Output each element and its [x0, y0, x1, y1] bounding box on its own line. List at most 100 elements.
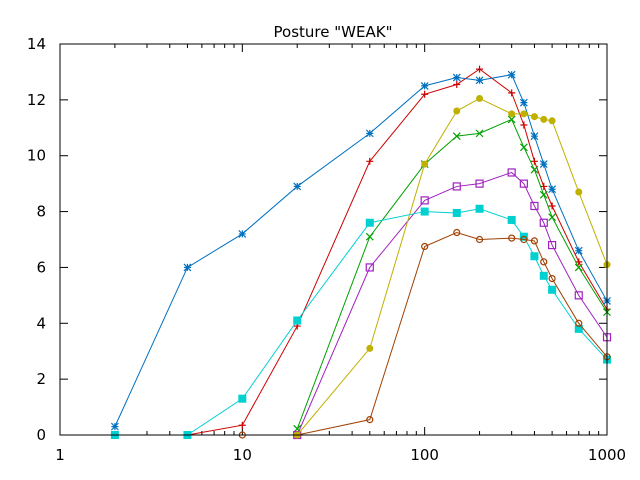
data-point	[574, 324, 583, 333]
y-tick-label: 4	[36, 314, 46, 332]
data-point	[548, 213, 557, 222]
data-point	[475, 235, 484, 244]
y-tick-label: 8	[36, 203, 46, 221]
series-line	[187, 68, 608, 436]
data-point	[238, 421, 246, 429]
x-tick-label: 1000	[588, 446, 626, 464]
data-point	[548, 117, 556, 125]
data-point	[539, 190, 548, 199]
y-tick-label: 0	[36, 426, 46, 444]
x-tick-label: 1	[55, 446, 65, 464]
data-point	[530, 201, 539, 211]
data-point	[452, 208, 461, 217]
data-point	[548, 185, 557, 194]
data-point	[520, 121, 528, 129]
data-point	[421, 160, 429, 168]
series-line	[296, 97, 608, 436]
data-point	[507, 168, 516, 177]
data-point	[508, 234, 516, 242]
data-point	[452, 132, 461, 141]
data-point	[539, 271, 548, 280]
data-point	[476, 65, 484, 73]
data-point	[539, 160, 548, 169]
data-point	[519, 98, 528, 107]
data-point	[520, 110, 528, 118]
data-point	[540, 115, 548, 123]
plot-frame	[59, 43, 608, 436]
data-point	[293, 182, 302, 191]
data-point	[293, 316, 302, 325]
plot-area	[110, 65, 612, 440]
y-tick-label: 14	[27, 35, 46, 53]
data-point	[183, 263, 192, 272]
data-point	[365, 232, 374, 241]
data-point	[452, 73, 461, 82]
data-point	[475, 129, 484, 138]
series-line	[296, 118, 608, 430]
data-point	[530, 132, 539, 141]
data-point	[365, 218, 374, 227]
data-point	[366, 157, 374, 165]
data-point	[519, 179, 528, 188]
data-point	[575, 319, 583, 327]
data-point	[507, 215, 516, 224]
data-point	[421, 242, 429, 251]
data-point	[476, 94, 484, 102]
data-point	[452, 182, 461, 191]
chart-title: Posture "WEAK"	[274, 23, 393, 41]
data-point	[238, 394, 247, 403]
data-point	[530, 237, 539, 245]
y-tick-label: 12	[27, 91, 46, 109]
data-point	[507, 70, 516, 79]
data-point	[475, 179, 484, 188]
data-point	[453, 107, 461, 115]
data-point	[420, 196, 429, 205]
data-point	[366, 416, 374, 424]
data-point	[530, 157, 538, 165]
data-point	[548, 240, 557, 250]
data-point	[575, 188, 583, 196]
data-point	[540, 182, 548, 190]
data-point	[420, 207, 429, 216]
data-point	[365, 263, 374, 272]
data-point	[508, 89, 516, 97]
data-point	[366, 344, 374, 352]
data-point	[238, 229, 247, 238]
data-point	[475, 76, 484, 85]
data-point	[530, 113, 538, 121]
data-point	[520, 235, 528, 244]
series-series-6	[238, 228, 611, 439]
x-tick-label: 10	[233, 446, 252, 464]
data-point	[575, 258, 583, 266]
data-point	[548, 275, 556, 283]
series-line	[242, 231, 608, 436]
y-tick-label: 2	[36, 370, 46, 388]
data-point	[453, 228, 461, 237]
data-point	[540, 258, 548, 266]
data-point	[530, 252, 539, 261]
y-tick-label: 6	[36, 258, 46, 276]
data-point	[365, 129, 374, 138]
data-point	[548, 202, 556, 210]
series-line	[296, 171, 608, 436]
data-point	[530, 165, 539, 174]
data-point	[548, 285, 557, 294]
series-series-2	[293, 115, 611, 433]
data-point	[110, 422, 119, 431]
data-point	[574, 246, 583, 255]
y-tick-label: 10	[27, 147, 46, 165]
data-point	[420, 81, 429, 90]
data-point	[519, 143, 528, 152]
data-point	[421, 90, 429, 98]
data-point	[507, 115, 516, 124]
data-point	[574, 263, 583, 272]
series-series-1	[183, 65, 611, 439]
data-point	[539, 218, 548, 227]
data-point	[508, 110, 516, 118]
data-point	[574, 291, 583, 300]
data-point	[453, 80, 461, 88]
x-tick-label: 100	[410, 446, 439, 464]
data-point	[475, 204, 484, 213]
